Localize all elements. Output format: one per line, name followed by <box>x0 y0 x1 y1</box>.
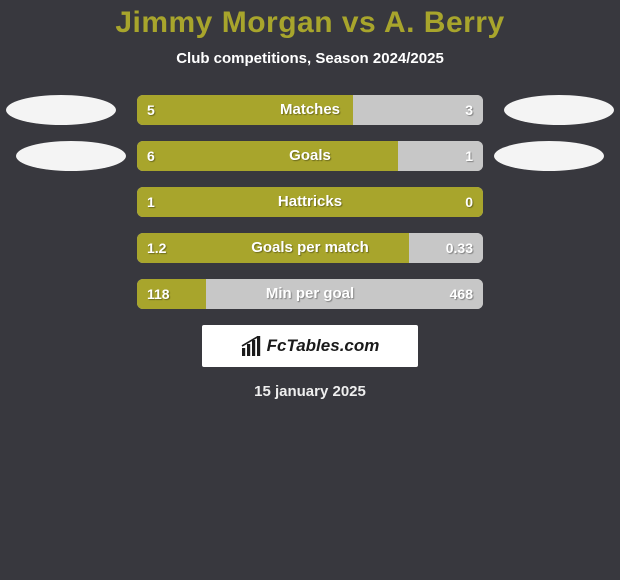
stat-bar: 10Hattricks <box>137 187 483 217</box>
stat-value-left: 1.2 <box>147 233 166 263</box>
bar-left-segment <box>137 187 483 217</box>
stat-value-right: 0.33 <box>446 233 473 263</box>
player-avatar-left <box>16 141 126 171</box>
stat-value-right: 1 <box>465 141 473 171</box>
stat-value-left: 5 <box>147 95 155 125</box>
bar-chart-icon <box>241 336 263 356</box>
comparison-infographic: Jimmy Morgan vs A. Berry Club competitio… <box>0 0 620 400</box>
stat-value-right: 0 <box>465 187 473 217</box>
page-title: Jimmy Morgan vs A. Berry <box>0 6 620 40</box>
stat-value-right: 3 <box>465 95 473 125</box>
date-label: 15 january 2025 <box>0 383 620 400</box>
stat-rows: 53Matches61Goals10Hattricks1.20.33Goals … <box>0 95 620 309</box>
logo-box: FcTables.com <box>202 325 418 367</box>
stat-bar: 61Goals <box>137 141 483 171</box>
player-avatar-left <box>6 95 116 125</box>
bar-left-segment <box>137 141 398 171</box>
stat-row: 10Hattricks <box>0 187 620 217</box>
stat-value-left: 1 <box>147 187 155 217</box>
stat-row: 118468Min per goal <box>0 279 620 309</box>
stat-row: 61Goals <box>0 141 620 171</box>
logo-text: FcTables.com <box>267 336 380 356</box>
stat-value-left: 6 <box>147 141 155 171</box>
stat-bar: 1.20.33Goals per match <box>137 233 483 263</box>
bar-right-segment <box>353 95 483 125</box>
player-avatar-right <box>504 95 614 125</box>
bar-left-segment <box>137 95 353 125</box>
player-avatar-right <box>494 141 604 171</box>
stat-value-right: 468 <box>450 279 473 309</box>
bar-left-segment <box>137 233 409 263</box>
stat-bar: 53Matches <box>137 95 483 125</box>
subtitle: Club competitions, Season 2024/2025 <box>0 50 620 67</box>
stat-bar: 118468Min per goal <box>137 279 483 309</box>
stat-value-left: 118 <box>147 279 170 309</box>
stat-row: 1.20.33Goals per match <box>0 233 620 263</box>
stat-row: 53Matches <box>0 95 620 125</box>
bar-right-segment <box>206 279 483 309</box>
